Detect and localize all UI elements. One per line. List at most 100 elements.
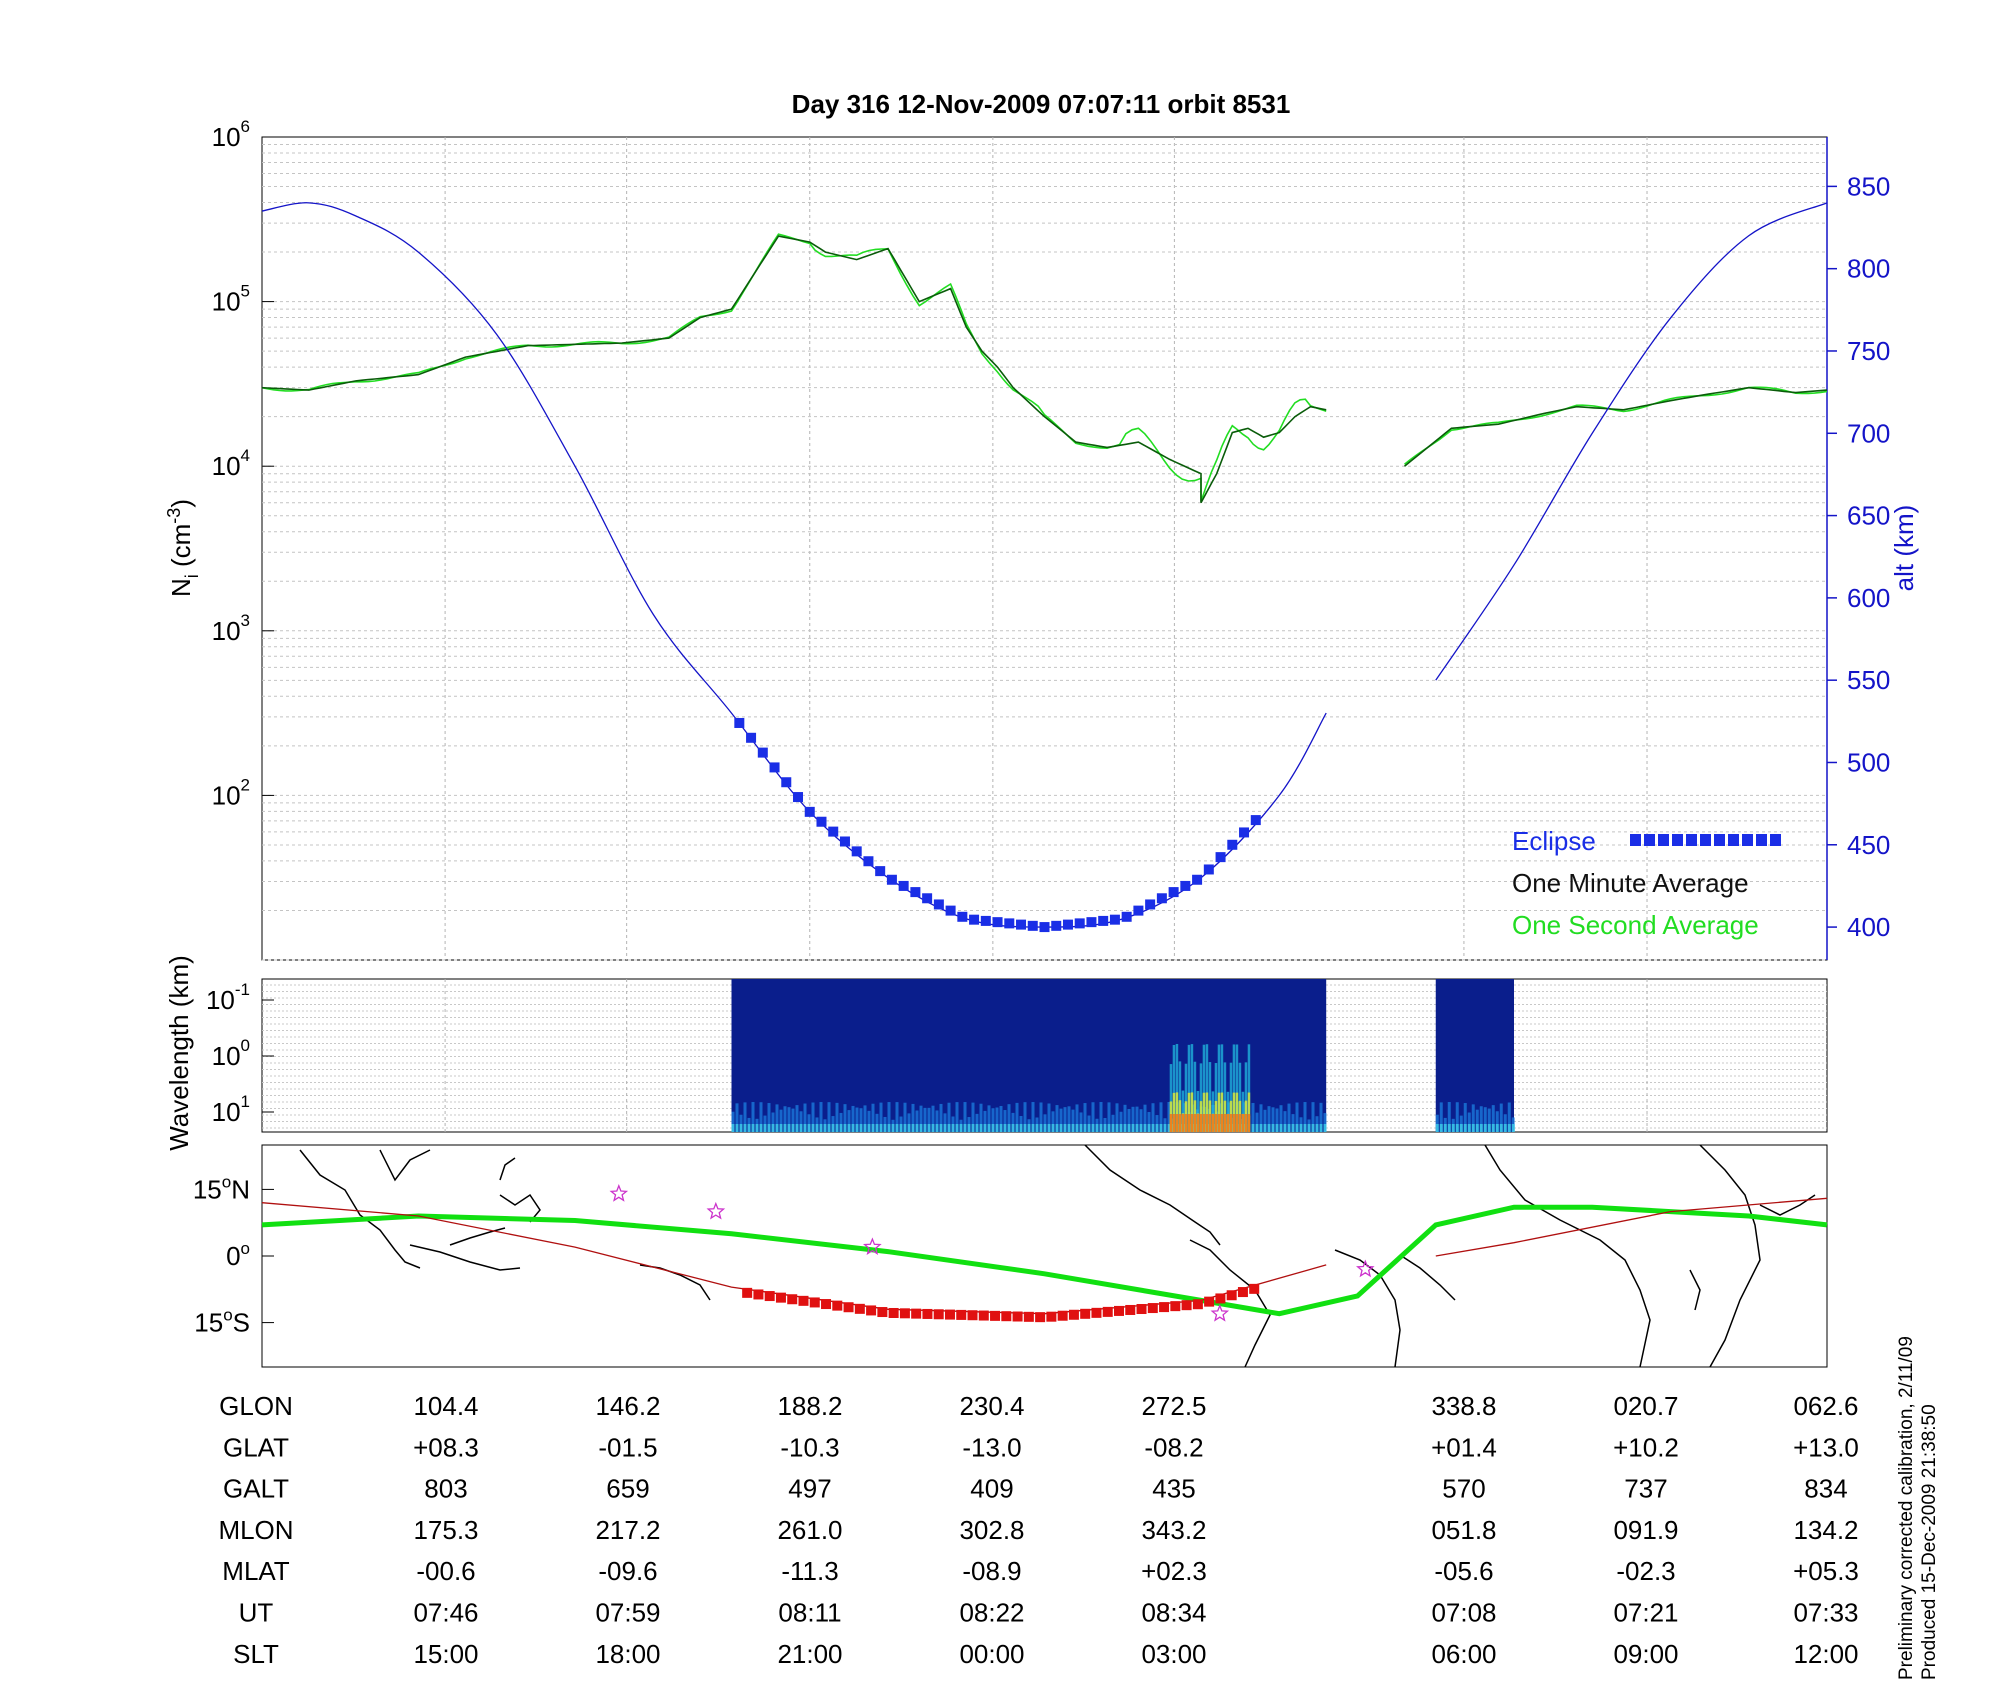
map-tick-hemi: S [233,1308,250,1338]
eclipse-marker [769,762,780,773]
spectrogram-cell [751,1102,755,1132]
spectrogram-cell [1220,1044,1224,1132]
table-cell: 15:00 [413,1639,478,1669]
spectrogram-cell [1131,1106,1135,1132]
spectrogram-cell [1439,1102,1443,1132]
eclipse-marker [816,816,827,827]
eclipse-marker [1133,905,1144,916]
spectrogram-cell [887,1124,891,1132]
spectrogram-cell [1463,1124,1467,1132]
spectrogram-cell [1299,1124,1303,1132]
spectrogram-cell [1495,1124,1499,1132]
eclipse-marker [793,792,804,803]
table-cell: 062.6 [1793,1391,1858,1421]
spectrogram-cell [1143,1124,1147,1132]
eclipse-track-marker [911,1308,922,1319]
spectrogram-cell [1043,1124,1047,1132]
spectrogram-cell [819,1124,823,1132]
altitude-tick-label-4: 650 [1847,501,1890,531]
spectrogram-cell [1217,1114,1221,1132]
map-tracks [261,1184,1828,1323]
altitude-tick-label-2: 750 [1847,336,1890,366]
spectrogram-cell [987,1124,991,1132]
spectrogram-cell [911,1124,915,1132]
spectrogram-cell [763,1115,767,1132]
spectrogram-cell [1435,1114,1439,1132]
spectrogram-cell [1123,1104,1127,1132]
eclipse-track-marker [933,1309,944,1320]
table-cell: 08:34 [1141,1598,1206,1628]
density-y-label-unit-close: ) [166,499,196,508]
spectrogram-cell [839,1124,843,1132]
density-tick-exp: 3 [241,611,250,630]
spectrogram-cell [923,1107,927,1132]
magnetic-equator-line [261,1204,1828,1317]
spectrogram-cell [1063,1124,1067,1132]
spectrogram-cell [939,1124,943,1132]
eclipse-track-marker [1147,1303,1158,1314]
table-cell: 07:08 [1431,1598,1496,1628]
eclipse-marker [1156,893,1167,904]
spectrogram-cell [943,1124,947,1132]
coastline-5 [499,1157,516,1181]
density-tick-label-0: 106 [212,117,250,152]
table-cell: 409 [970,1474,1013,1504]
spectrogram-cell [1167,1124,1171,1132]
spectrogram-cell [1455,1124,1459,1132]
spectrogram-cell [1047,1124,1051,1132]
eclipse-track-marker [1204,1296,1215,1307]
table-cell: -02.3 [1616,1556,1675,1586]
spectrogram-cell [1214,1114,1218,1132]
eclipse-track-marker [1215,1293,1226,1304]
spectrogram-cell [1059,1108,1063,1132]
spectrogram-cell [1091,1102,1095,1132]
spectrogram-cell [1459,1115,1463,1132]
spectrogram-cell [1031,1102,1035,1132]
spectrogram-cell [1047,1103,1051,1132]
marker-star-0 [609,1184,629,1202]
density-y-label-subscript: i [182,574,202,578]
density-tick-base: 10 [212,616,241,646]
eclipse-track-marker [1237,1287,1248,1298]
spectrogram-cell [1271,1107,1275,1132]
spectrogram-cell [1193,1114,1197,1132]
eclipse-marker [734,717,745,728]
density-tick-exp: 6 [241,117,250,136]
eclipse-track-marker [1170,1301,1181,1312]
spectrogram-cell [1323,1124,1327,1132]
eclipse-marker [1180,880,1191,891]
eclipse-marker [1168,887,1179,898]
spectrogram-cell [827,1102,831,1132]
spectrogram-cell [1271,1124,1275,1132]
spectrogram-cell [903,1102,907,1132]
spectrogram-cell [771,1112,775,1132]
spectrogram-cell [1023,1102,1027,1132]
production-note: Produced 15-Dec-2009 21:38:50 [1919,1404,1940,1680]
eclipse-markers [734,717,1261,933]
table-cell: 338.8 [1431,1391,1496,1421]
spectrogram-cell [847,1110,851,1132]
spectrogram-cell [1107,1102,1111,1132]
spectrogram-cell [1214,1063,1218,1132]
map-tick-deg: 15 [193,1174,222,1204]
spectrogram-cell [883,1124,887,1132]
map-tick-deg: 0 [226,1241,240,1271]
altitude-tick-label-5: 600 [1847,583,1890,613]
spectrogram-cell [1244,1114,1248,1132]
spectrogram-cell [1181,1090,1185,1132]
density-tick-exp: 5 [241,282,250,301]
table-cell: -08.2 [1144,1432,1203,1462]
spectrogram-cell [1067,1106,1071,1132]
spectrogram-cell [1039,1124,1043,1132]
spectrogram-cell [1051,1124,1055,1132]
table-cell: -11.3 [781,1556,838,1586]
spectrogram-cell [1196,1114,1200,1132]
spectrogram-cell [951,1124,955,1132]
spectrogram-cell [1229,1062,1233,1132]
eclipse-marker [886,874,897,885]
spectrogram-cell [1079,1124,1083,1132]
table-cell: -13.0 [962,1432,1021,1462]
spectrogram-cell [887,1102,891,1132]
table-cell: -08.9 [962,1556,1021,1586]
spectrogram-cell [1151,1124,1155,1132]
